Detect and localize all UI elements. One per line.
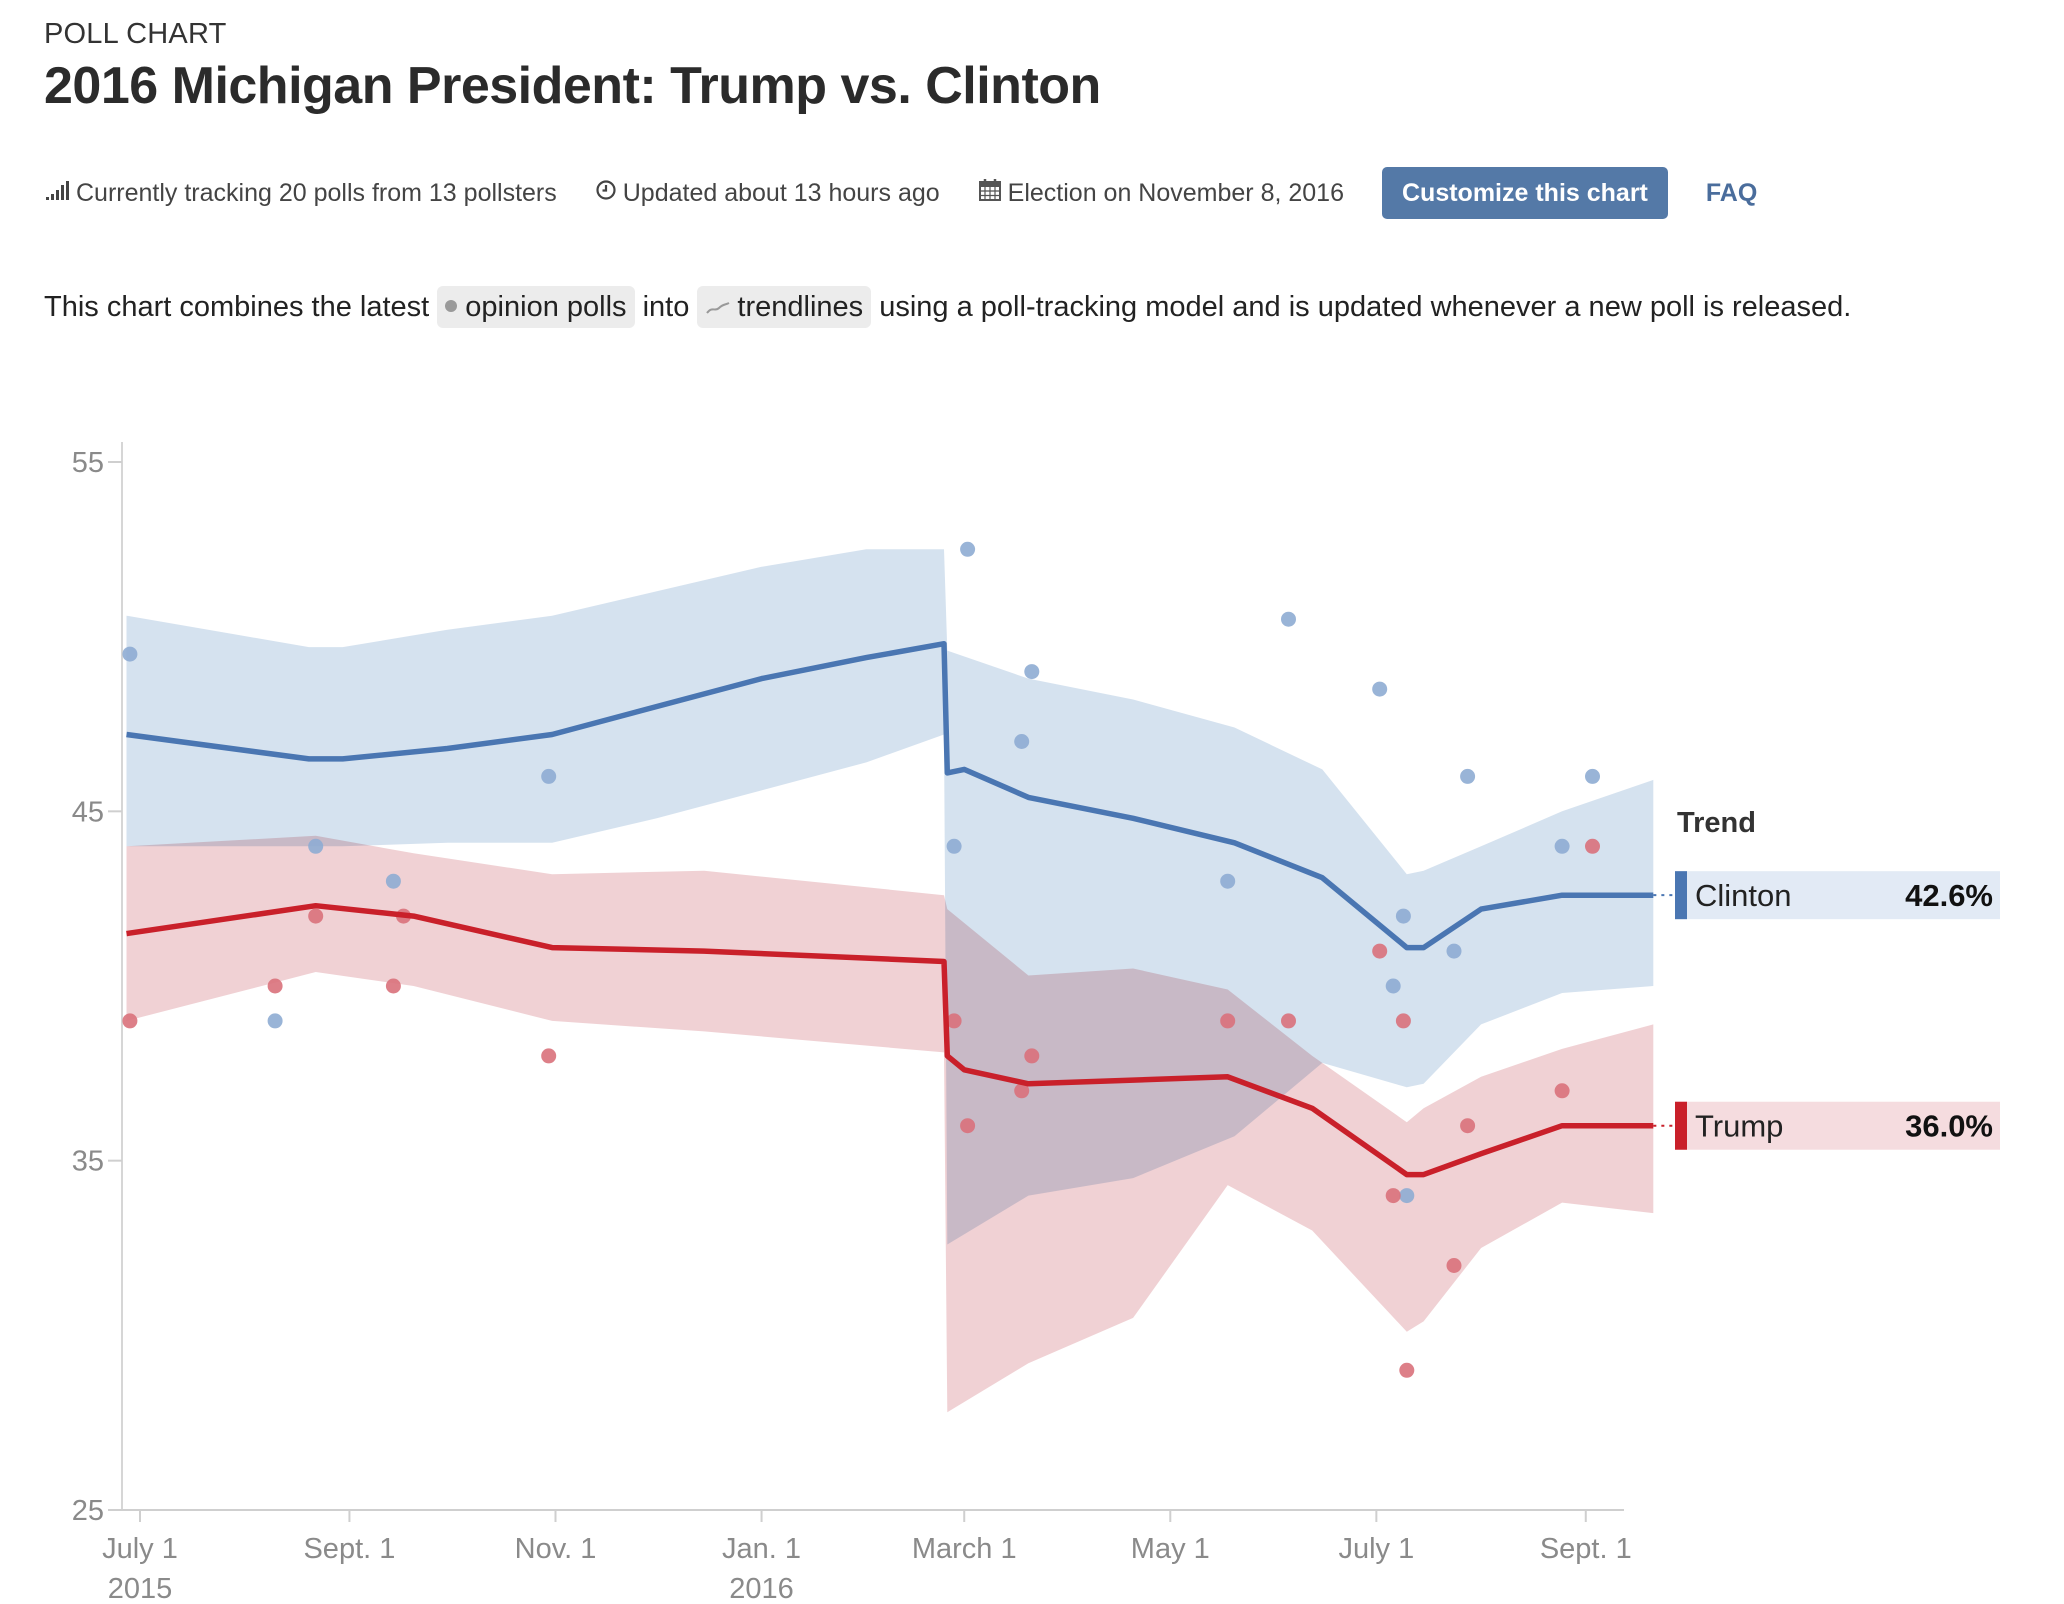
updated-info: Updated about 13 hours ago bbox=[595, 179, 940, 208]
description-text-1: This chart combines the latest bbox=[44, 291, 430, 323]
opinion-polls-chip[interactable]: opinion polls bbox=[437, 286, 635, 328]
x-tick-label: Sept. 1 bbox=[1540, 1533, 1632, 1565]
trump-poll-point bbox=[960, 1118, 976, 1134]
calendar-icon bbox=[978, 178, 1002, 209]
clinton-poll-point bbox=[385, 873, 401, 889]
trump-poll-point bbox=[541, 1048, 557, 1064]
clinton-poll-point bbox=[1446, 943, 1462, 959]
clinton-poll-point bbox=[1585, 768, 1600, 784]
signal-bars-icon bbox=[44, 179, 70, 208]
poll-dot-icon bbox=[445, 300, 458, 313]
x-tick-label: July 1 bbox=[102, 1533, 178, 1565]
chart-description: This chart combines the latest opinion p… bbox=[44, 282, 1944, 332]
trump-poll-point bbox=[1585, 838, 1600, 854]
clinton-legend-value: 42.6% bbox=[1905, 878, 1993, 913]
clinton-poll-point bbox=[1014, 734, 1030, 749]
clinton-legend-name: Clinton bbox=[1695, 878, 1792, 913]
x-tick-label: May 1 bbox=[1131, 1533, 1210, 1565]
trump-poll-point bbox=[122, 1013, 138, 1029]
y-tick-label: 45 bbox=[72, 796, 104, 828]
confidence-bands bbox=[126, 549, 1654, 1413]
description-text-2: into bbox=[642, 291, 690, 323]
trump-poll-point bbox=[1372, 943, 1388, 959]
x-tick-year-label: 2015 bbox=[108, 1573, 173, 1604]
trump-poll-point bbox=[1399, 1362, 1415, 1378]
clinton-poll-point bbox=[541, 768, 557, 784]
x-tick-label: Jan. 1 bbox=[722, 1533, 801, 1565]
y-tick-label: 25 bbox=[72, 1495, 104, 1527]
election-text: Election on November 8, 2016 bbox=[1007, 178, 1344, 207]
trump-poll-point bbox=[1220, 1013, 1236, 1029]
x-tick-label: March 1 bbox=[912, 1533, 1017, 1565]
trump-poll-point bbox=[308, 908, 324, 924]
trump-trend-line bbox=[126, 902, 1654, 1178]
clock-icon bbox=[595, 179, 617, 208]
trump-poll-point bbox=[1460, 1118, 1476, 1134]
page-title: 2016 Michigan President: Trump vs. Clint… bbox=[44, 57, 1101, 115]
trump-legend-swatch bbox=[1675, 1101, 1687, 1150]
trump-poll-point bbox=[1024, 1048, 1040, 1064]
clinton-poll-point bbox=[1395, 908, 1411, 924]
updated-text: Updated about 13 hours ago bbox=[622, 178, 940, 207]
legend-title: Trend bbox=[1677, 807, 1756, 839]
clinton-poll-point bbox=[946, 838, 962, 854]
clinton-poll-point bbox=[308, 838, 324, 854]
trendlines-label: trendlines bbox=[737, 291, 864, 323]
trump-poll-point bbox=[1014, 1083, 1030, 1099]
trend-lines bbox=[126, 640, 1654, 1178]
clinton-poll-point bbox=[1385, 978, 1401, 994]
x-tick-year-label: 2016 bbox=[729, 1573, 794, 1604]
clinton-poll-point bbox=[1399, 1188, 1415, 1204]
trump-poll-point bbox=[267, 978, 283, 994]
trump-legend-row-bg bbox=[1675, 1101, 2000, 1150]
clinton-poll-point bbox=[960, 541, 976, 557]
trump-legend-name: Trump bbox=[1695, 1109, 1783, 1144]
trump-poll-point bbox=[1281, 1013, 1296, 1029]
clinton-poll-point bbox=[1220, 873, 1236, 889]
tracking-text: Currently tracking 20 polls from 13 poll… bbox=[76, 178, 557, 207]
clinton-poll-point bbox=[1460, 768, 1476, 784]
clinton-poll-point bbox=[1554, 838, 1570, 854]
trump-poll-point bbox=[1554, 1083, 1570, 1099]
x-tick-label: July 1 bbox=[1338, 1533, 1414, 1565]
trump-poll-point bbox=[946, 1013, 962, 1029]
x-tick-label: Sept. 1 bbox=[303, 1533, 395, 1565]
clinton-poll-point bbox=[267, 1013, 283, 1029]
clinton-poll-point bbox=[122, 646, 138, 662]
trump-legend-value: 36.0% bbox=[1905, 1109, 1993, 1144]
trump-confidence-band bbox=[126, 835, 1654, 1413]
trump-poll-point bbox=[1385, 1188, 1401, 1204]
x-tick-label: Nov. 1 bbox=[515, 1533, 597, 1565]
opinion-polls-label: opinion polls bbox=[465, 291, 627, 323]
customize-chart-button[interactable]: Customize this chart bbox=[1382, 167, 1668, 219]
tracking-info: Currently tracking 20 polls from 13 poll… bbox=[44, 179, 557, 208]
chart-eyebrow: POLL CHART bbox=[44, 18, 227, 50]
y-tick-label: 35 bbox=[72, 1146, 104, 1178]
trump-poll-point bbox=[385, 978, 401, 994]
clinton-poll-point bbox=[1281, 611, 1296, 627]
trendline-icon bbox=[705, 291, 737, 323]
clinton-legend-swatch bbox=[1675, 871, 1687, 920]
clinton-legend-row-bg bbox=[1675, 871, 2000, 920]
chart-meta-bar: Currently tracking 20 polls from 13 poll… bbox=[44, 166, 1757, 220]
election-info: Election on November 8, 2016 bbox=[978, 178, 1344, 209]
chart-axes: 25 35 45 55 July 1 2015 Sept. 1 Nov. 1 Jan. 1 201… bbox=[72, 442, 1632, 1604]
clinton-poll-point bbox=[1372, 681, 1388, 697]
trump-poll-point bbox=[1395, 1013, 1411, 1029]
description-text-3: using a poll-tracking model and is updat… bbox=[879, 291, 1852, 323]
faq-link[interactable]: FAQ bbox=[1705, 178, 1758, 207]
trump-poll-point bbox=[1446, 1258, 1462, 1273]
trendlines-chip[interactable]: trendlines bbox=[697, 286, 872, 328]
trend-legend: Trend Clinton 42.6% Trump 36.0% bbox=[1653, 807, 2000, 1150]
y-tick-label: 55 bbox=[72, 447, 104, 479]
clinton-poll-point bbox=[1024, 664, 1040, 680]
poll-points bbox=[122, 541, 1600, 1378]
clinton-trend-line bbox=[126, 640, 1654, 951]
